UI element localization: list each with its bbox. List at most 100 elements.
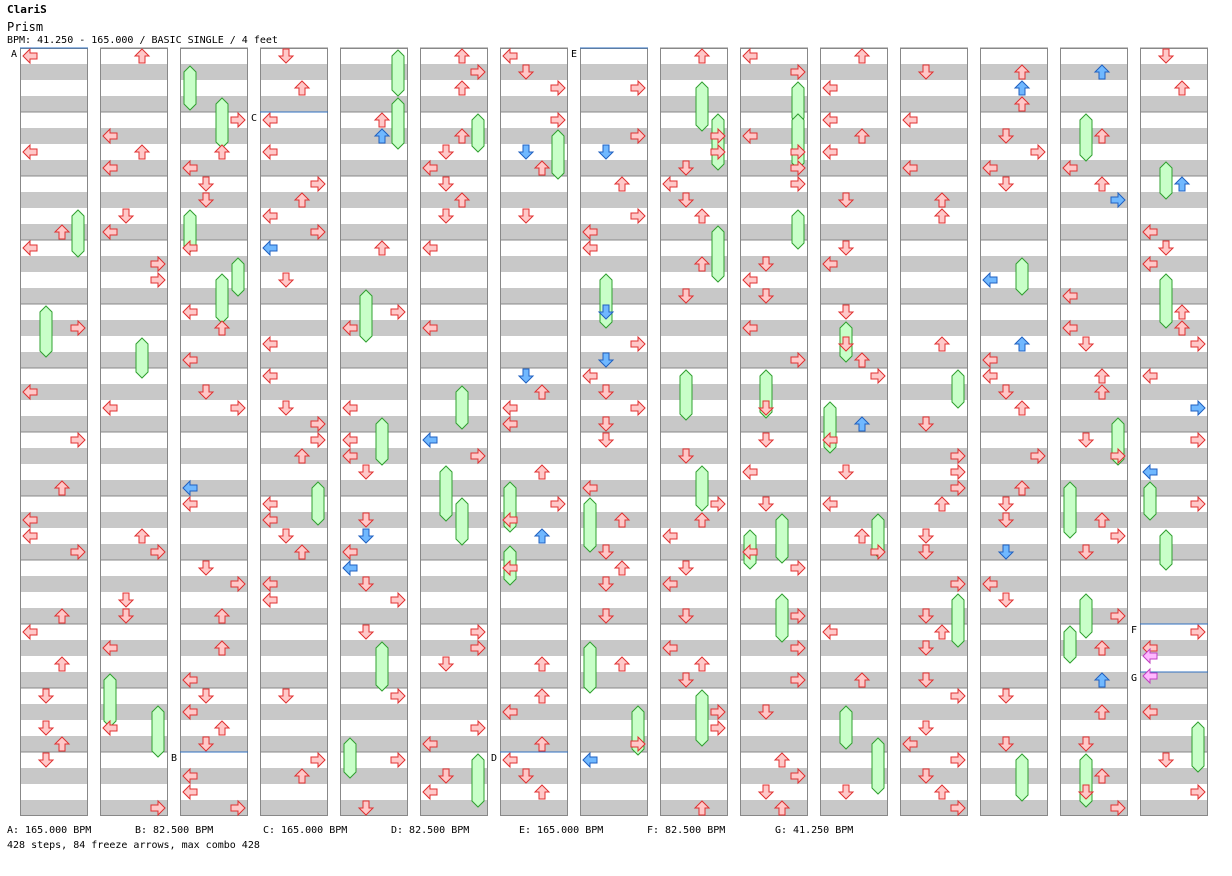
step-arrow-down <box>917 672 935 688</box>
step-arrow-right <box>630 79 646 97</box>
beat-band <box>1140 512 1208 528</box>
step-arrow-left <box>742 463 758 481</box>
freeze-arrow <box>1159 161 1173 200</box>
step-arrow-left <box>422 319 438 337</box>
step-arrow-right <box>950 687 966 705</box>
beat-band <box>340 640 408 656</box>
beat-band <box>260 384 328 400</box>
step-arrow-up <box>853 416 871 432</box>
beat-band <box>340 224 408 240</box>
beat-band <box>820 576 888 592</box>
beat-band <box>740 192 808 208</box>
step-arrow-right <box>870 543 886 561</box>
step-arrow-up <box>933 624 951 640</box>
song-title: Prism <box>7 20 44 34</box>
beat-band <box>740 576 808 592</box>
beat-band <box>20 160 88 176</box>
step-arrow-left <box>982 575 998 593</box>
step-arrow-right <box>790 159 806 177</box>
beat-band <box>100 128 168 144</box>
step-arrow-left <box>342 543 358 561</box>
step-arrow-down <box>37 720 55 736</box>
step-arrow-down <box>597 384 615 400</box>
step-arrow-left <box>182 351 198 369</box>
step-arrow-left <box>982 351 998 369</box>
step-arrow-right <box>1190 495 1206 513</box>
beat-band <box>660 544 728 560</box>
step-arrow-down <box>1157 752 1175 768</box>
chart-column <box>260 47 328 816</box>
beat-band <box>820 768 888 784</box>
chart-column <box>820 47 888 816</box>
column-border <box>1060 48 1128 816</box>
step-arrow-down <box>357 464 375 480</box>
beat-band <box>180 352 248 368</box>
beat-band <box>1060 288 1128 304</box>
beat-band <box>580 512 648 528</box>
beat-band <box>820 480 888 496</box>
step-arrow-down <box>517 144 535 160</box>
freeze-arrow <box>151 705 165 758</box>
freeze-arrow <box>791 81 805 125</box>
beat-band <box>820 160 888 176</box>
beat-band <box>340 256 408 272</box>
step-arrow-down <box>677 448 695 464</box>
step-arrow-up <box>213 640 231 656</box>
step-arrow-right <box>950 799 966 817</box>
freeze-arrow <box>183 65 197 111</box>
beat-band <box>660 704 728 720</box>
step-arrow-left <box>182 495 198 513</box>
beat-band <box>1060 384 1128 400</box>
beat-band <box>100 384 168 400</box>
beat-band <box>500 672 568 688</box>
step-arrow-up <box>53 608 71 624</box>
beat-band <box>180 736 248 752</box>
step-arrow-left <box>822 431 838 449</box>
step-arrow-down <box>357 576 375 592</box>
beat-band <box>660 640 728 656</box>
step-arrow-up <box>853 672 871 688</box>
step-arrow-up <box>1093 64 1111 80</box>
step-arrow-up <box>933 192 951 208</box>
step-arrow-left <box>502 703 518 721</box>
beat-band <box>580 608 648 624</box>
beat-band <box>100 224 168 240</box>
step-arrow-up <box>1093 704 1111 720</box>
beat-band <box>20 448 88 464</box>
step-arrow-up <box>373 240 391 256</box>
step-arrow-down <box>437 768 455 784</box>
step-arrow-down <box>757 432 775 448</box>
beat-band <box>580 736 648 752</box>
step-arrow-up <box>293 768 311 784</box>
freeze-arrow <box>583 497 597 553</box>
beat-band <box>420 576 488 592</box>
bpm-legend-b: B: 82.500 BPM <box>135 825 214 836</box>
step-arrow-right <box>70 319 86 337</box>
beat-band <box>660 288 728 304</box>
step-arrow-down <box>677 192 695 208</box>
step-arrow-right <box>1030 447 1046 465</box>
beat-band <box>1140 608 1208 624</box>
beat-band <box>900 128 968 144</box>
beat-band <box>260 160 328 176</box>
beat-band <box>340 192 408 208</box>
column-border <box>500 48 568 816</box>
step-arrow-up <box>1173 320 1191 336</box>
beat-band <box>1140 416 1208 432</box>
beat-band <box>260 64 328 80</box>
beat-band <box>900 288 968 304</box>
beat-band <box>740 544 808 560</box>
beat-band <box>660 96 728 112</box>
step-arrow-left <box>422 783 438 801</box>
step-arrow-down <box>1077 336 1095 352</box>
beat-band <box>20 768 88 784</box>
step-arrow-left <box>262 511 278 529</box>
step-arrow-left <box>22 143 38 161</box>
beat-band <box>100 640 168 656</box>
step-arrow-left <box>422 159 438 177</box>
step-arrow-right <box>790 671 806 689</box>
beat-band <box>580 64 648 80</box>
freeze-arrow <box>311 481 325 526</box>
beat-band <box>660 128 728 144</box>
step-arrow-right <box>1110 191 1126 209</box>
